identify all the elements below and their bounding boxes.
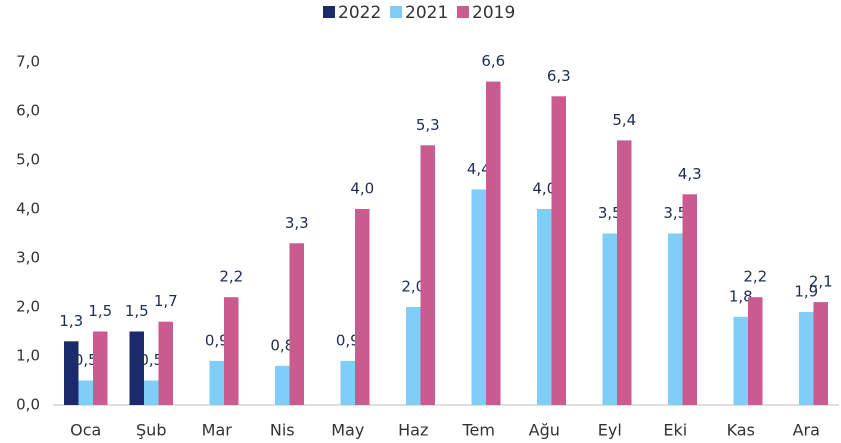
x-tick-label: Eyl (598, 421, 622, 440)
data-label: 2,1 (809, 273, 833, 291)
data-label: 4,0 (532, 180, 556, 198)
data-label: 0,5 (139, 351, 163, 369)
x-tick-label: Nis (270, 421, 295, 440)
data-label: 0,8 (270, 336, 294, 354)
data-label: 5,3 (416, 116, 440, 134)
bar (617, 140, 632, 405)
data-label: 1,3 (59, 312, 83, 330)
data-label: 6,3 (547, 67, 571, 85)
data-label: 1,5 (125, 302, 149, 320)
bar (471, 189, 486, 405)
legend-label: 2022 (338, 3, 381, 23)
data-label: 2,2 (743, 268, 767, 286)
bar (129, 331, 144, 405)
data-label: 4,4 (467, 160, 491, 178)
y-tick-label: 1,0 (16, 347, 40, 365)
data-label: 6,6 (481, 52, 505, 70)
data-label: 1,5 (88, 302, 112, 320)
x-tick-label: Ağu (529, 421, 560, 440)
data-label: 1,7 (154, 292, 178, 310)
data-label: 4,3 (678, 165, 702, 183)
data-label: 0,5 (74, 351, 98, 369)
y-tick-label: 5,0 (16, 151, 40, 169)
data-label: 1,9 (794, 282, 818, 300)
x-tick-label: Haz (398, 421, 428, 440)
data-label: 3,5 (598, 204, 622, 222)
y-tick-label: 4,0 (16, 200, 40, 218)
bar (682, 194, 697, 405)
x-tick-label: Ara (793, 421, 820, 440)
bar (799, 311, 814, 405)
data-label: 1,8 (729, 287, 753, 305)
data-label: 3,5 (663, 204, 687, 222)
y-tick-label: 2,0 (16, 298, 40, 316)
x-tick-label: May (331, 421, 364, 440)
data-label: 2,0 (401, 278, 425, 296)
bar (748, 297, 763, 405)
bar (224, 297, 239, 405)
y-tick-label: 6,0 (16, 102, 40, 120)
legend-swatch (390, 6, 402, 18)
bar (78, 380, 93, 405)
bar (209, 360, 224, 405)
data-label: 0,9 (205, 331, 229, 349)
bar (420, 145, 435, 406)
x-tick-label: Şub (136, 421, 166, 440)
bar (668, 233, 683, 405)
data-label: 3,3 (285, 214, 309, 232)
x-tick-label: Eki (663, 421, 687, 440)
bar (733, 316, 748, 405)
y-tick-label: 3,0 (16, 249, 40, 267)
data-label: 5,4 (612, 111, 636, 129)
bar (537, 209, 552, 405)
data-label: 2,2 (219, 268, 243, 286)
y-tick-label: 7,0 (16, 53, 40, 71)
bar (93, 331, 108, 405)
bar (144, 380, 159, 405)
bar (158, 321, 173, 405)
bar (602, 233, 617, 405)
bar (486, 81, 501, 405)
bar (275, 365, 290, 405)
bar (813, 302, 828, 405)
x-tick-label: Kas (727, 421, 755, 440)
bar (64, 341, 79, 405)
bar (289, 243, 304, 405)
bar (551, 96, 566, 406)
data-label: 0,9 (336, 331, 360, 349)
legend-swatch (457, 6, 469, 18)
x-tick-label: Mar (202, 421, 233, 440)
bar (406, 307, 421, 405)
x-tick-label: Oca (70, 421, 101, 440)
y-tick-label: 0,0 (16, 396, 40, 414)
bar (355, 209, 370, 405)
legend-label: 2021 (405, 3, 448, 23)
legend-label: 2019 (472, 3, 515, 23)
x-tick-label: Tem (462, 421, 495, 440)
legend-swatch (323, 6, 335, 18)
data-label: 4,0 (350, 180, 374, 198)
bar (340, 360, 355, 405)
